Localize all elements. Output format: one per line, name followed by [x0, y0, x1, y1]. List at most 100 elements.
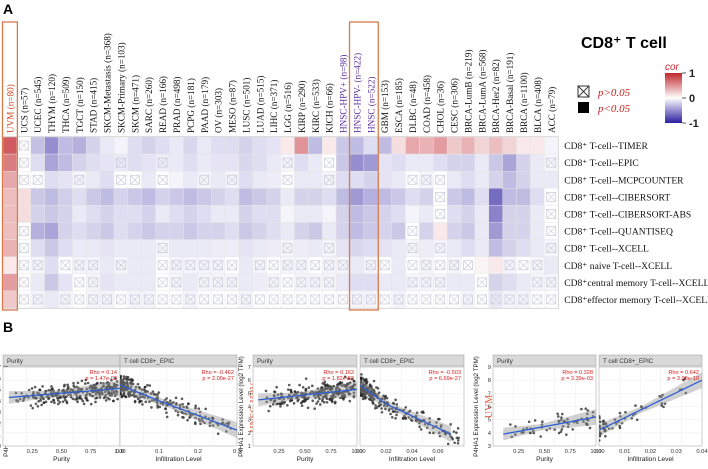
- nonsig-cross: [546, 157, 556, 168]
- data-point: [371, 401, 375, 404]
- nonsig-cross: [171, 294, 182, 305]
- data-point: [15, 398, 18, 402]
- data-point: [360, 381, 362, 385]
- heatmap-cell: [238, 239, 254, 257]
- heatmap-cell: [169, 136, 184, 155]
- data-point: [98, 392, 102, 396]
- data-point: [91, 387, 94, 390]
- column-label: UCS (n=57): [19, 88, 29, 133]
- nonsig-cross: [74, 175, 85, 185]
- nonsig-cross: [504, 294, 515, 305]
- nonsig-mark: [435, 192, 446, 202]
- data-point: [343, 375, 347, 379]
- data-point: [306, 406, 310, 410]
- strip-label: Purity: [7, 358, 24, 365]
- data-point: [582, 420, 585, 423]
- data-point: [279, 405, 282, 408]
- data-point: [395, 403, 399, 406]
- heatmap-cell: [224, 153, 240, 172]
- heatmap-cell: [280, 222, 295, 240]
- heatmap-cell: [502, 239, 517, 257]
- heatmap-cell: [502, 188, 517, 206]
- data-point: [340, 395, 344, 398]
- heatmap-cell: [44, 205, 59, 223]
- data-point: [188, 416, 191, 419]
- heatmap-cell: [86, 188, 101, 206]
- nonsig-mark: [199, 174, 210, 185]
- data-point: [81, 399, 85, 403]
- data-point: [618, 411, 622, 415]
- heatmap-cell: [113, 188, 129, 206]
- column-label: HNSC (n=522): [366, 77, 376, 133]
- heatmap-cell: [238, 136, 254, 155]
- nonsig-cross: [213, 294, 223, 305]
- heatmap-cell: [391, 205, 406, 223]
- nonsig-cross: [435, 260, 445, 270]
- data-point: [204, 415, 207, 418]
- data-point: [322, 401, 326, 404]
- nonsig-mark: [379, 260, 390, 271]
- nonsig-cross: [60, 294, 71, 305]
- data-point: [165, 411, 168, 414]
- data-point: [604, 434, 607, 438]
- column-label: MESO (n=87): [228, 80, 238, 133]
- confidence-band: [599, 372, 702, 437]
- nonsig-mark: [407, 294, 418, 305]
- data-point: [423, 422, 427, 426]
- confidence-band: [503, 409, 596, 441]
- data-point: [361, 381, 365, 384]
- x-tick-label: 0.04: [406, 449, 418, 455]
- rho-label: Rho = 0.642: [668, 370, 699, 376]
- nonsig-cross: [199, 294, 209, 305]
- heatmap-cell: [363, 188, 378, 206]
- highlight-box: [348, 21, 379, 311]
- heatmap-cell: [377, 222, 392, 240]
- data-point: [148, 384, 152, 387]
- column-label: OV (n=303): [214, 88, 224, 133]
- heatmap-cell: [86, 136, 101, 155]
- data-point: [659, 395, 663, 399]
- column-label: GBM (n=153): [380, 80, 390, 133]
- heatmap-cell: [530, 153, 545, 172]
- heatmap-cell: [502, 222, 517, 240]
- data-point: [325, 393, 328, 397]
- nonsig-mark: [324, 277, 335, 288]
- data-point: [603, 429, 607, 433]
- data-point: [683, 377, 687, 380]
- data-point: [189, 413, 193, 417]
- nonsig-mark: [407, 226, 418, 236]
- data-point: [150, 406, 153, 409]
- nonsig-mark: [171, 277, 182, 288]
- nonsig-cross: [435, 175, 445, 185]
- data-point: [599, 415, 601, 418]
- data-point: [380, 407, 383, 410]
- heatmap-cell: [113, 222, 129, 240]
- x-tick-label: 0.3: [233, 449, 241, 455]
- nonsig-cross: [504, 260, 515, 270]
- nonsig-mark: [282, 260, 293, 271]
- data-point: [548, 427, 552, 430]
- data-point: [109, 392, 113, 396]
- nonsig-mark: [282, 174, 293, 185]
- data-point: [602, 419, 605, 423]
- heatmap-cell: [516, 239, 531, 257]
- data-point: [566, 425, 570, 429]
- column-label: LIHC (n=371): [269, 80, 279, 133]
- heatmap-cell: [44, 170, 59, 189]
- data-point: [99, 387, 103, 390]
- data-point: [456, 441, 460, 445]
- data-point: [394, 416, 397, 420]
- strip: [252, 354, 358, 367]
- data-point: [197, 407, 201, 410]
- data-point: [286, 388, 290, 391]
- heatmap-cell: [266, 188, 281, 206]
- data-point: [40, 403, 43, 407]
- heatmap-cell: [44, 256, 59, 275]
- heatmap-cell: [530, 205, 545, 223]
- column-label: KIRC (n=533): [311, 79, 321, 133]
- data-point: [111, 386, 115, 389]
- data-point: [428, 420, 431, 424]
- data-point: [94, 400, 97, 404]
- data-point: [75, 394, 78, 397]
- data-point: [339, 396, 342, 400]
